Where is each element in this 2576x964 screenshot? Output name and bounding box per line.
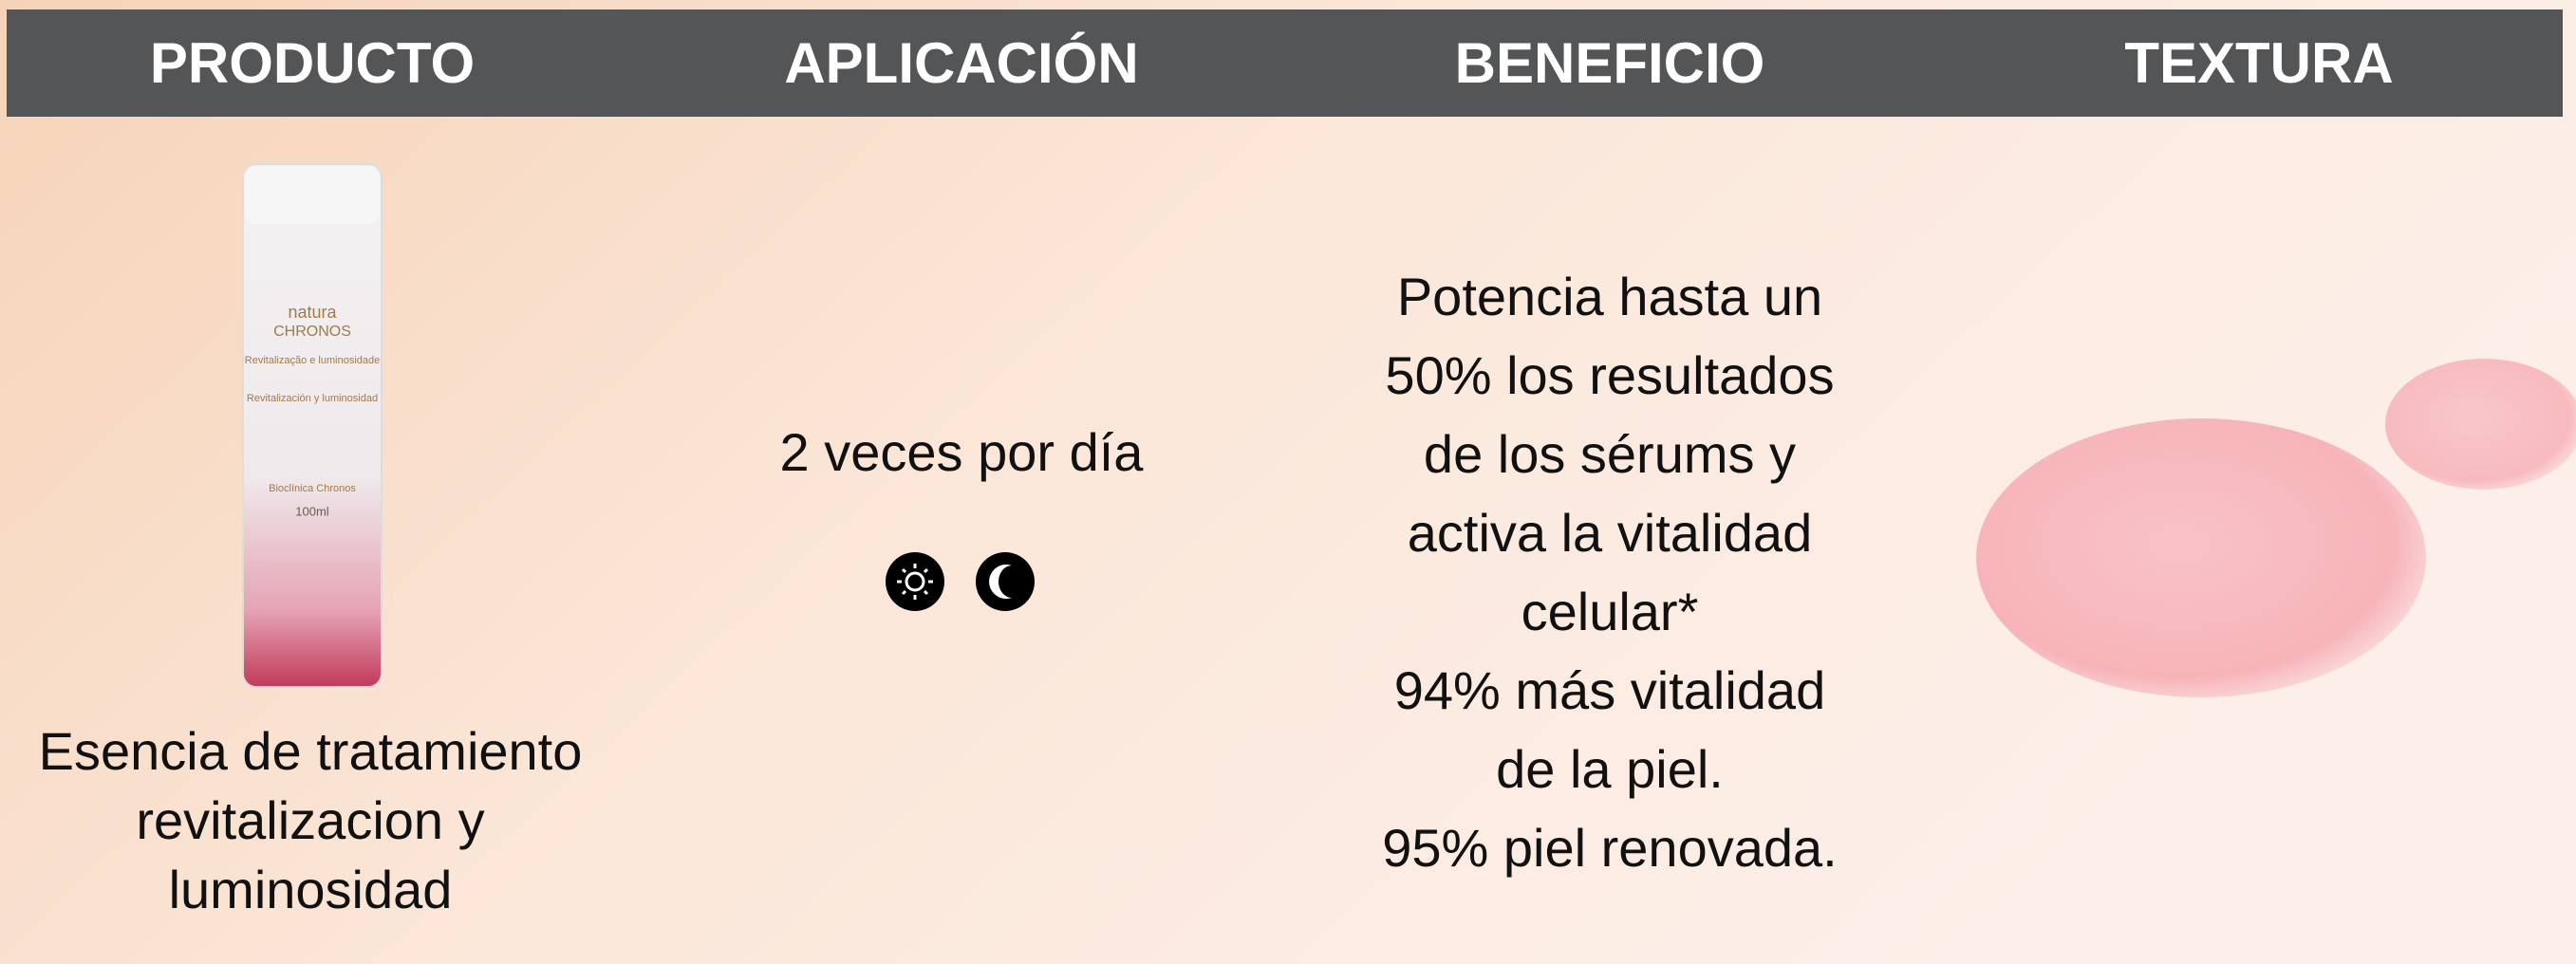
header-bar	[7, 9, 2563, 117]
benefit-line: 50% los resultados	[1385, 345, 1834, 405]
benefit-line: Potencia hasta un	[1397, 267, 1822, 326]
benefit-line: 94% más vitalidad	[1394, 660, 1825, 720]
bottle-line: CHRONOS	[273, 324, 351, 340]
texture-drop	[1976, 418, 2426, 697]
benefit-line: de los sérums y	[1424, 424, 1796, 484]
product-name: Esencia de tratamiento	[39, 721, 583, 781]
product-bottle: natura CHRONOS Revitalização e luminosid…	[242, 163, 383, 688]
product-name: revitalizacion y	[136, 790, 484, 850]
benefit-line: 95% piel renovada.	[1382, 818, 1837, 878]
texture-drop	[2385, 359, 2576, 490]
bottle-label: Revitalização e luminosidade	[245, 355, 380, 366]
bottle-volume: 100ml	[295, 504, 329, 518]
benefit-line: de la piel.	[1496, 739, 1724, 799]
header-cell: TEXTURA	[2124, 31, 2393, 95]
product-name: luminosidad	[169, 860, 453, 919]
header-cell: BENEFICIO	[1455, 31, 1765, 95]
application-text: 2 veces por día	[780, 422, 1145, 482]
bottle-brand: natura	[288, 303, 337, 322]
bottle-label: Bioclínica Chronos	[269, 483, 356, 494]
benefit-line: activa la vitalidad	[1408, 503, 1812, 563]
sun-icon	[886, 552, 944, 611]
header-cell: APLICACIÓN	[784, 31, 1138, 95]
moon-icon	[976, 552, 1035, 611]
benefit-text: Potencia hasta un 50% los resultados de lo…	[1382, 267, 1837, 878]
benefit-line: celular*	[1521, 582, 1699, 641]
header-cell: PRODUCTO	[150, 31, 475, 95]
bottle-label: Revitalización y luminosidad	[247, 393, 378, 404]
